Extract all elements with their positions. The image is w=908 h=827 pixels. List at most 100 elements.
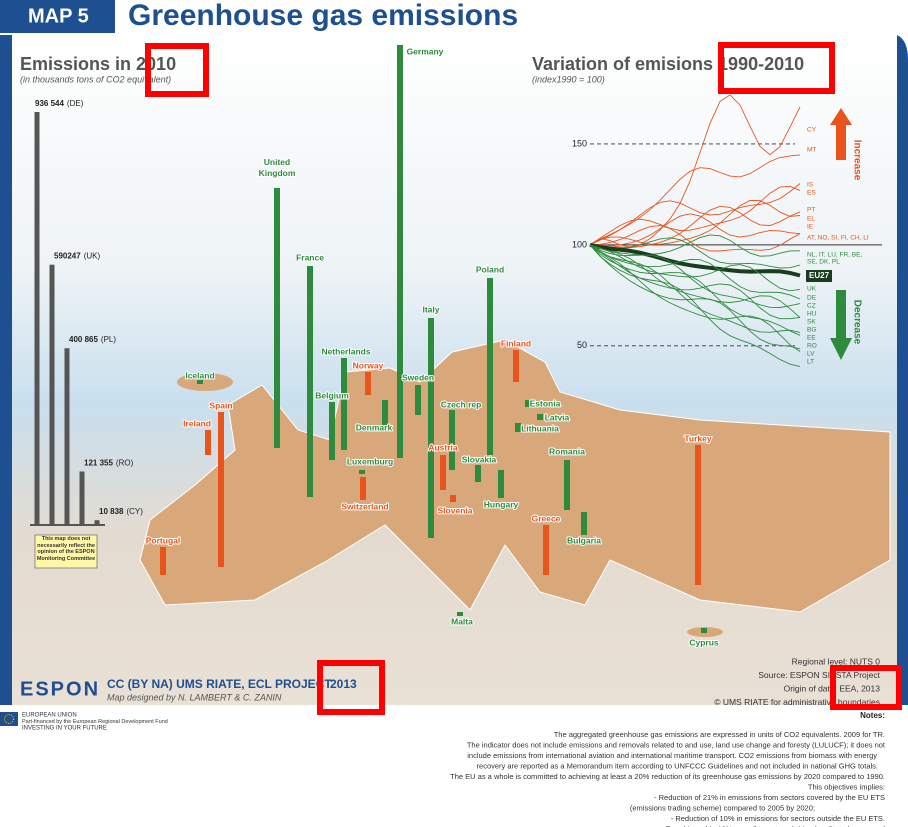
trend-line — [589, 244, 801, 292]
country-bar — [564, 460, 570, 510]
country-bar — [197, 380, 203, 384]
license: CC (BY NA) UMS RIATE, ECL PROJECT — [107, 677, 332, 691]
country-label: Italy — [422, 304, 439, 314]
country-label: Switzerland — [341, 501, 388, 511]
emission-label: 590247 (UK) — [54, 252, 100, 261]
emissions-subtitle: (in thousands tons of CO2 equivalent) — [20, 74, 171, 84]
country-label: Netherlands — [321, 346, 370, 356]
eu-stars — [4, 714, 14, 724]
country-label: Bulgaria — [567, 535, 601, 545]
trend-line — [589, 94, 801, 248]
increase-label: EL — [807, 216, 815, 223]
country-bar — [307, 266, 313, 497]
country-bar — [359, 470, 365, 474]
country-bar — [205, 430, 211, 455]
decrease-label: SE, DK, PL — [807, 259, 840, 266]
country-bar — [581, 512, 587, 535]
country-bar — [513, 350, 519, 382]
trend-line — [589, 244, 801, 320]
highlight-box — [145, 43, 209, 97]
country-label: Portugal — [146, 535, 180, 545]
country-label: France — [296, 252, 324, 262]
emission-bar — [49, 264, 55, 525]
country-bar — [515, 423, 521, 432]
country-bar — [498, 470, 504, 498]
eu-text: INVESTING IN YOUR FUTURE — [22, 726, 107, 732]
country-label: Spain — [209, 400, 232, 410]
increase-label: CY — [807, 127, 817, 134]
disclaimer-box — [34, 534, 98, 569]
country-bar — [341, 358, 347, 450]
trend-line — [589, 244, 801, 318]
country-bar — [160, 547, 166, 575]
note-line: recovery are reported as a Memorandum it… — [477, 761, 878, 770]
emission-code: (PL) — [101, 335, 116, 344]
decrease-arrow — [830, 290, 852, 360]
emission-code: (DE) — [67, 99, 84, 108]
emission-value: 10 838 — [99, 507, 124, 516]
emission-code: (CY) — [126, 507, 143, 516]
country-bar — [537, 414, 543, 420]
content: 936 544 (DE)590247 (UK)400 865 (PL)121 355(… — [22, 45, 886, 827]
trend-line — [589, 185, 801, 246]
emission-bar — [34, 112, 40, 525]
country-label: United Kingdom — [259, 157, 296, 178]
country-bar — [543, 525, 549, 575]
country-bar — [415, 385, 421, 415]
emission-code: (RO) — [116, 459, 134, 468]
country-label: Romania — [549, 446, 585, 456]
country-label: Ireland — [183, 418, 211, 428]
trend-line — [589, 213, 801, 247]
trend-line — [589, 244, 801, 352]
trend-line — [589, 244, 801, 333]
country-label: Iceland — [185, 370, 214, 380]
country-label: Sweden — [402, 372, 434, 382]
country-label: Greece — [532, 513, 561, 523]
increase-text: Increase — [851, 140, 862, 181]
country-label: Slovenia — [438, 505, 473, 515]
frame-right — [897, 35, 908, 705]
increase-label: MT — [807, 147, 816, 154]
notes-title: Notes: — [860, 711, 885, 720]
note-line: The EU as a whole is committed to achiev… — [450, 772, 885, 781]
country-label: Finland — [501, 338, 531, 348]
eu-text: Part-financed by the European Regional D… — [22, 719, 168, 725]
country-label: Latvia — [545, 412, 570, 422]
eu-flag — [0, 712, 18, 726]
iceland-land — [177, 373, 233, 391]
highlight-box — [317, 660, 385, 715]
decrease-label: HU — [807, 311, 817, 318]
decrease-label: CZ — [807, 303, 816, 310]
note-line: include emissions from international avi… — [467, 751, 877, 760]
country-label-line: Kingdom — [259, 168, 296, 178]
country-label: Slovakia — [462, 454, 497, 464]
trend-line — [589, 225, 801, 252]
country-label: Lithuania — [521, 423, 559, 433]
country-label: Luxemburg — [347, 456, 393, 466]
decrease-label: UK — [807, 286, 817, 293]
decrease-label: LT — [807, 359, 814, 366]
country-bar — [360, 477, 366, 500]
note-line: (emissions trading scheme) compared to 2… — [630, 803, 815, 812]
country-bar — [397, 45, 403, 458]
country-label: Poland — [476, 264, 504, 274]
increase-arrow — [830, 108, 852, 160]
increase-label: IS — [807, 182, 814, 189]
emission-bar — [79, 471, 85, 525]
country-bar — [382, 400, 388, 425]
country-bar — [440, 455, 446, 490]
increase-label: AT, NO, SI, FI, CH, LI — [807, 235, 869, 242]
country-bar — [701, 628, 707, 633]
country-label: Turkey — [684, 433, 712, 443]
decrease-label: BG — [807, 327, 816, 334]
country-label: Malta — [451, 616, 473, 626]
highlights — [145, 42, 902, 715]
note-line: To achieve this 10% overall target each … — [666, 824, 885, 827]
emission-code: (UK) — [84, 252, 101, 261]
trend-line — [589, 244, 801, 350]
map-label-box — [0, 0, 115, 33]
increase-label: ES — [807, 190, 816, 197]
eu27-box — [806, 270, 832, 282]
country-bar — [428, 318, 434, 538]
